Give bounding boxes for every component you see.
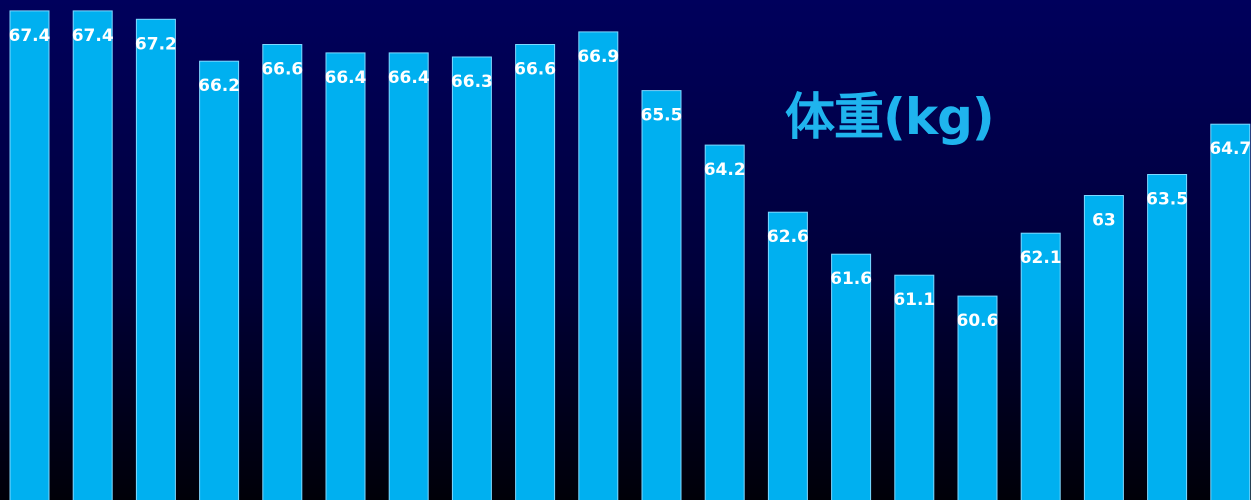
bar-19 (1147, 174, 1188, 500)
data-label-10: 66.9 (577, 47, 619, 67)
data-label-2: 67.4 (72, 26, 114, 46)
data-label-18: 63 (1092, 211, 1116, 231)
data-label-19: 63.5 (1146, 190, 1188, 210)
bar-5 (262, 44, 303, 500)
bar-4 (199, 60, 240, 500)
bar-1 (9, 10, 50, 500)
bar-7 (388, 52, 429, 500)
data-label-16: 60.6 (957, 311, 999, 331)
bar-11 (641, 90, 682, 500)
data-label-12: 64.2 (704, 160, 746, 180)
bar-16 (957, 295, 998, 500)
data-label-8: 66.3 (451, 72, 493, 92)
data-label-1: 67.4 (9, 26, 51, 46)
data-label-14: 61.6 (830, 269, 872, 289)
data-label-9: 66.6 (514, 60, 556, 80)
bar-13 (767, 211, 808, 500)
bar-3 (135, 18, 176, 500)
bar-2 (72, 10, 113, 500)
data-label-5: 66.6 (261, 60, 303, 80)
bar-18 (1083, 195, 1124, 500)
chart-title: 体重(kg) (785, 88, 995, 146)
data-label-6: 66.4 (325, 68, 367, 88)
bar-9 (515, 44, 556, 500)
bar-12 (704, 144, 745, 500)
bar-10 (578, 31, 619, 500)
bar-8 (451, 56, 492, 500)
data-labels-group: 67.4 67.4 67.2 66.2 66.6 66.4 66.4 66.3 66.6 66.9… (9, 26, 1251, 331)
data-label-3: 67.2 (135, 34, 177, 54)
data-label-17: 62.1 (1020, 248, 1062, 268)
bar-20 (1210, 123, 1251, 500)
bar-6 (325, 52, 366, 500)
data-label-4: 66.2 (198, 76, 240, 96)
bars-group (9, 10, 1251, 500)
data-label-15: 61.1 (893, 290, 935, 310)
bar-15 (894, 274, 935, 500)
data-label-11: 65.5 (641, 106, 683, 126)
data-label-20: 64.7 (1209, 139, 1251, 159)
bar-17 (1020, 232, 1061, 500)
data-label-7: 66.4 (388, 68, 430, 88)
bar-14 (831, 253, 872, 500)
data-label-13: 62.6 (767, 227, 809, 247)
